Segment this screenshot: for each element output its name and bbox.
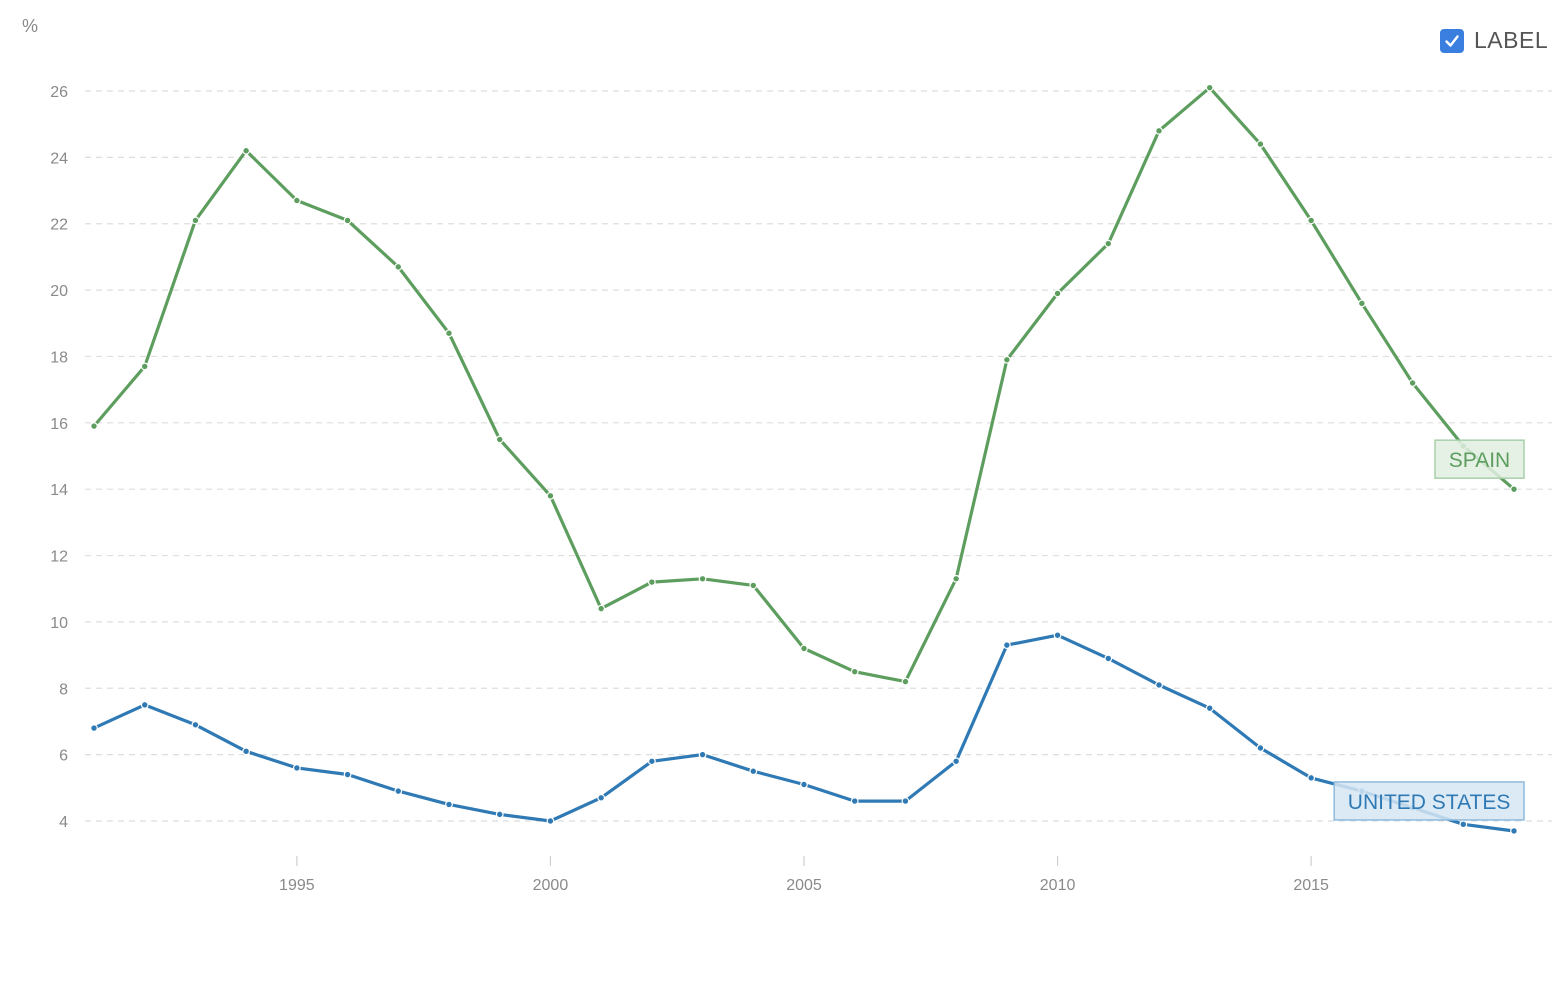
checkbox-checked-icon[interactable] <box>1440 28 1464 53</box>
data-point[interactable] <box>292 764 301 772</box>
data-point[interactable] <box>140 700 149 709</box>
x-tick-label: 2010 <box>1040 877 1076 894</box>
y-tick-label: 24 <box>50 150 68 167</box>
series-name-label: UNITED STATES <box>1348 791 1511 814</box>
data-point[interactable] <box>292 196 301 205</box>
data-point[interactable] <box>952 757 961 766</box>
data-point[interactable] <box>1256 140 1265 148</box>
data-point[interactable] <box>1104 239 1113 248</box>
data-point[interactable] <box>445 800 453 809</box>
data-point[interactable] <box>343 770 352 779</box>
data-point[interactable] <box>952 574 961 583</box>
series-line <box>92 86 1516 684</box>
series-label-box <box>1434 439 1525 479</box>
data-point[interactable] <box>191 216 200 225</box>
series-end-label: SPAIN <box>1434 439 1525 479</box>
y-tick-label: 16 <box>50 416 68 433</box>
data-point[interactable] <box>1408 379 1417 387</box>
y-axis-unit-label: % <box>22 16 39 36</box>
data-point[interactable] <box>1510 485 1518 494</box>
data-point[interactable] <box>1307 216 1316 225</box>
data-point[interactable] <box>1155 681 1163 689</box>
data-point[interactable] <box>495 435 504 444</box>
series-end-label: UNITED STATES <box>1333 781 1525 821</box>
data-point[interactable] <box>1002 355 1011 364</box>
y-tick-label: 26 <box>50 84 68 101</box>
data-point[interactable] <box>749 581 758 590</box>
data-point[interactable] <box>698 750 707 759</box>
label-toggle[interactable]: LABEL <box>1440 27 1548 54</box>
x-tick-label: 1995 <box>279 877 315 894</box>
data-point[interactable] <box>140 362 149 371</box>
y-tick-label: 18 <box>50 349 68 366</box>
data-point[interactable] <box>1104 654 1113 663</box>
data-point[interactable] <box>1053 289 1062 298</box>
data-point[interactable] <box>1510 827 1518 835</box>
data-point[interactable] <box>850 667 859 676</box>
series-united-states <box>90 631 1518 835</box>
data-point[interactable] <box>242 747 251 756</box>
data-point[interactable] <box>90 724 98 732</box>
series-labels: SPAIN UNITED STATES <box>1333 439 1525 821</box>
data-point[interactable] <box>1155 126 1163 135</box>
y-tick-label: 10 <box>50 615 68 632</box>
y-axis: 4 6 8 10 12 14 16 18 20 22 24 26 <box>50 84 68 831</box>
data-point[interactable] <box>495 810 504 819</box>
data-point[interactable] <box>1256 744 1265 752</box>
data-point[interactable] <box>749 767 758 776</box>
data-point[interactable] <box>343 216 352 225</box>
data-point[interactable] <box>647 578 656 586</box>
y-tick-label: 22 <box>50 217 68 234</box>
data-point[interactable] <box>90 422 98 431</box>
series-label-box <box>1333 781 1525 821</box>
series-spain <box>90 83 1518 686</box>
series-line <box>92 633 1516 833</box>
data-point[interactable] <box>1459 820 1468 829</box>
y-tick-label: 8 <box>59 681 68 698</box>
data-point[interactable] <box>445 329 453 338</box>
data-point[interactable] <box>191 720 200 729</box>
data-point[interactable] <box>546 817 555 825</box>
data-point[interactable] <box>1205 83 1214 92</box>
y-tick-label: 4 <box>59 814 68 831</box>
y-tick-label: 20 <box>50 283 68 300</box>
data-point[interactable] <box>394 787 403 796</box>
x-tick-label: 2000 <box>533 877 569 894</box>
y-tick-label: 14 <box>50 482 68 499</box>
data-point[interactable] <box>850 797 859 805</box>
data-point[interactable] <box>901 677 910 686</box>
data-point[interactable] <box>647 757 656 766</box>
x-tick-label: 2005 <box>786 877 822 894</box>
data-point[interactable] <box>800 644 808 653</box>
data-point[interactable] <box>698 574 707 583</box>
data-point[interactable] <box>242 146 251 155</box>
data-point[interactable] <box>546 491 555 500</box>
x-axis: 1995 2000 2005 2010 2015 <box>279 856 1329 894</box>
series-name-label: SPAIN <box>1449 449 1510 472</box>
data-point[interactable] <box>394 262 403 271</box>
label-toggle-text: LABEL <box>1474 27 1549 53</box>
data-point[interactable] <box>1357 299 1366 308</box>
data-point[interactable] <box>1307 773 1316 782</box>
y-tick-label: 12 <box>50 549 68 566</box>
data-point[interactable] <box>1053 631 1062 640</box>
grid-lines <box>85 90 1552 822</box>
data-point[interactable] <box>800 780 808 789</box>
y-tick-label: 6 <box>59 748 68 765</box>
data-point[interactable] <box>597 793 606 802</box>
x-tick-label: 2015 <box>1293 877 1329 894</box>
data-point[interactable] <box>901 797 910 805</box>
data-point[interactable] <box>1002 641 1011 650</box>
data-point[interactable] <box>1205 704 1214 713</box>
series-lines <box>90 83 1518 835</box>
data-point[interactable] <box>597 604 606 613</box>
